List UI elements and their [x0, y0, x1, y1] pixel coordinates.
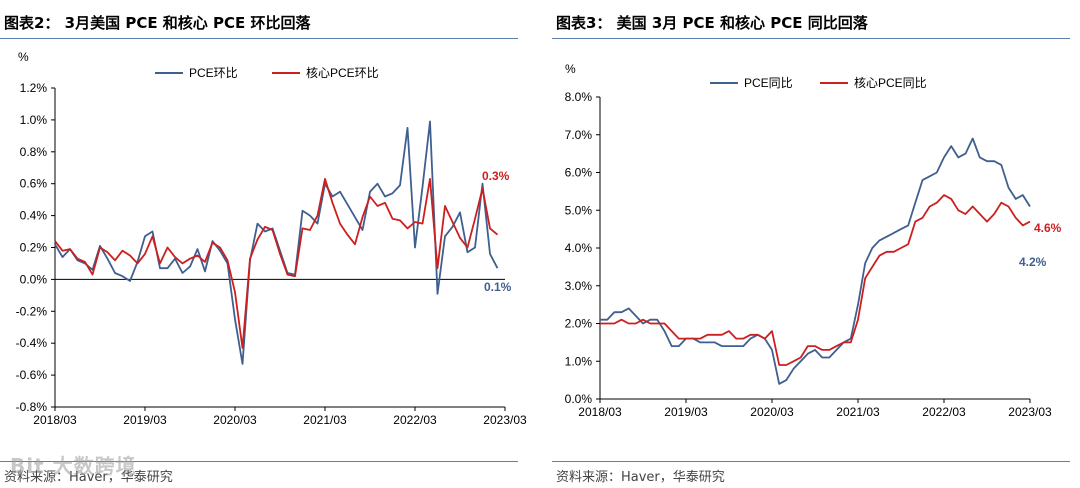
legend-label: 核心PCE同比 [854, 76, 927, 90]
y-tick-label: 2.0% [565, 317, 593, 331]
y-tick-label: 0.6% [20, 177, 48, 191]
y-tick-label: 3.0% [565, 279, 593, 293]
series-line-core [54, 177, 499, 349]
y-tick-label: 1.2% [20, 81, 48, 95]
y-axis-unit: % [18, 50, 29, 64]
left-chart-panel: 图表2： 3月美国 PCE 和核心 PCE 环比回落 % -0.8% -0.6% -0… [0, 0, 528, 488]
watermark: Bit 大数跨境 [10, 454, 137, 478]
x-tick-label: 2020/03 [213, 413, 257, 427]
y-tick-label: 0.4% [20, 209, 48, 223]
x-tick-label: 2018/03 [578, 405, 622, 419]
divider [552, 38, 1070, 39]
y-tick-label: 5.0% [565, 203, 593, 217]
y-tick-label: 0.8% [20, 145, 48, 159]
chart-title: 图表2： 3月美国 PCE 和核心 PCE 环比回落 [4, 14, 311, 32]
divider [0, 38, 518, 39]
source-note: 资料来源：Haver，华泰研究 [556, 470, 725, 485]
y-tick-label: -0.6% [16, 368, 48, 382]
legend-label: PCE同比 [744, 76, 793, 90]
chart-plot: % 0.0% 1.0% 2.0% 3.0% 4.0% 5.0% 6.0% 7.0% 8.0% 201… [565, 62, 1062, 419]
x-tick-label: 2021/03 [303, 413, 347, 427]
y-tick-label: 7.0% [565, 128, 593, 142]
y-tick-label: -0.4% [16, 336, 48, 350]
end-value-label-core: 4.6% [1034, 221, 1062, 235]
y-axis-unit: % [565, 62, 576, 76]
chart-plot: % -0.8% -0.6% -0.4% -0.2% 0.0% 0.2% 0.4% 0.6% 0.8… [16, 50, 527, 427]
x-tick-label: 2020/03 [750, 405, 794, 419]
end-value-label-core: 0.3% [482, 169, 510, 183]
y-tick-label: 0.0% [20, 272, 48, 286]
y-tick-label: 4.0% [565, 241, 593, 255]
x-tick-label: 2021/03 [836, 405, 880, 419]
chart-title: 图表3： 美国 3月 PCE 和核心 PCE 同比回落 [556, 14, 868, 32]
x-tick-label: 2019/03 [123, 413, 167, 427]
divider [0, 461, 518, 462]
y-tick-label: 6.0% [565, 166, 593, 180]
end-value-label-pce: 0.1% [484, 280, 512, 294]
y-tick-label: 8.0% [565, 90, 593, 104]
y-tick-label: 0.0% [565, 392, 593, 406]
y-tick-label: 1.0% [20, 113, 48, 127]
x-tick-label: 2023/03 [1008, 405, 1052, 419]
y-tick-label: -0.2% [16, 304, 48, 318]
x-tick-label: 2019/03 [664, 405, 708, 419]
divider [552, 461, 1070, 462]
series-line-pce [600, 137, 1031, 385]
y-tick-label: 1.0% [565, 354, 593, 368]
x-tick-label: 2023/03 [483, 413, 527, 427]
legend-label: PCE环比 [189, 66, 238, 80]
source-note: 资料来源：Haver，华泰研究 [4, 470, 173, 485]
right-chart-panel: 图表3： 美国 3月 PCE 和核心 PCE 同比回落 % 0.0% 1.0% 2.0… [552, 0, 1080, 488]
y-tick-label: -0.8% [16, 400, 48, 414]
series-line-core [600, 194, 1031, 366]
legend-label: 核心PCE环比 [306, 66, 379, 80]
y-tick-label: 0.2% [20, 241, 48, 255]
x-tick-label: 2022/03 [393, 413, 437, 427]
x-tick-label: 2022/03 [922, 405, 966, 419]
end-value-label-pce: 4.2% [1019, 255, 1047, 269]
x-tick-label: 2018/03 [33, 413, 77, 427]
